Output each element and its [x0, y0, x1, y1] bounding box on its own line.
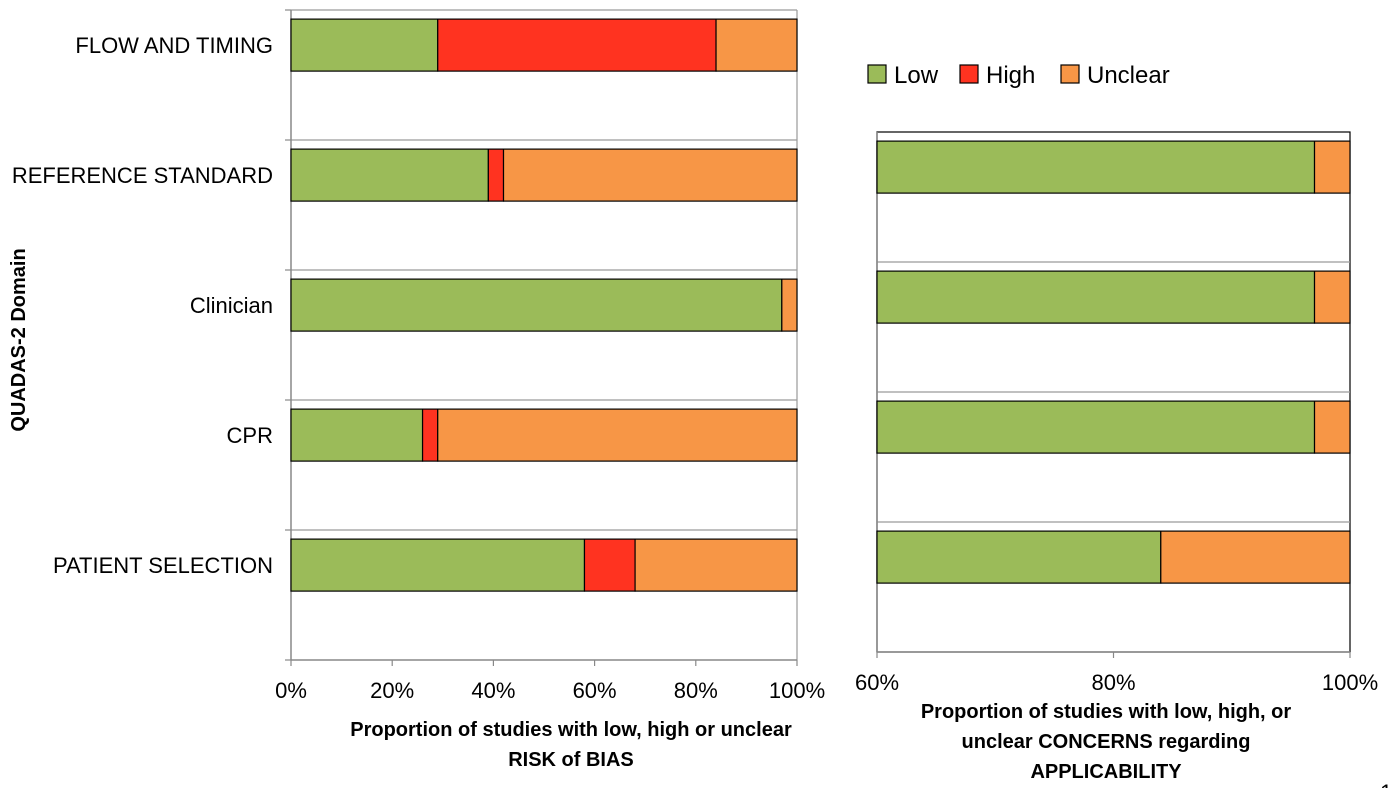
legend: Low High Unclear [867, 62, 1170, 89]
x-tick-label: 20% [370, 678, 414, 703]
x-tick-label: 100% [769, 678, 825, 703]
x-tick-label: 0% [275, 678, 307, 703]
bar-unclear-reference-standard [502, 148, 798, 202]
bar-low-cpr [876, 400, 1316, 454]
bar-low-reference-standard [290, 148, 489, 202]
x-tick-label: 80% [674, 678, 718, 703]
category-label: CPR [227, 423, 273, 448]
x-tick-label: 60% [855, 670, 899, 695]
bar-high-reference-standard [487, 148, 505, 202]
x-tick-label: 80% [1091, 670, 1135, 695]
bar-unclear-reference-standard [1313, 140, 1351, 194]
legend-swatch-low [867, 64, 887, 84]
corner-mark: 1 [1380, 780, 1392, 788]
category-label: PATIENT SELECTION [53, 553, 273, 578]
bar-low-clinician [290, 278, 783, 332]
x-axis-title: unclear CONCERNS regarding [962, 731, 1251, 753]
applicability-chart: 60% 80% 100% Proportion of studies with low… [855, 131, 1378, 783]
x-axis-title: APPLICABILITY [1030, 761, 1182, 783]
bar-unclear-clinician [1313, 270, 1351, 324]
bar-unclear-patient-selection [1160, 530, 1351, 584]
bar-high-flow-and-timing [437, 18, 717, 72]
legend-label-unclear: Unclear [1087, 62, 1170, 89]
bar-low-clinician [876, 270, 1316, 324]
category-label: FLOW AND TIMING [75, 33, 273, 58]
x-tick-label: 40% [471, 678, 515, 703]
category-label: REFERENCE STANDARD [12, 163, 273, 188]
x-tick-label: 100% [1322, 670, 1378, 695]
bar-unclear-cpr [1313, 400, 1351, 454]
bar-low-patient-selection [876, 530, 1162, 584]
risk-of-bias-chart: FLOW AND TIMING REFERENCE STANDARD Clinici… [12, 9, 825, 771]
bar-high-patient-selection [583, 538, 636, 592]
x-axis-title: Proportion of studies with low, high or … [350, 719, 792, 741]
category-label: Clinician [190, 293, 273, 318]
legend-swatch-unclear [1060, 64, 1080, 84]
bar-unclear-cpr [437, 408, 798, 462]
legend-swatch-high [959, 64, 979, 84]
bar-low-flow-and-timing [290, 18, 439, 72]
y-axis-title: QUADAS-2 Domain [8, 248, 30, 431]
bar-unclear-patient-selection [634, 538, 798, 592]
bar-low-patient-selection [290, 538, 586, 592]
x-axis-title: RISK of BIAS [508, 749, 634, 771]
legend-label-high: High [986, 62, 1035, 89]
x-tick-label: 60% [573, 678, 617, 703]
bar-unclear-clinician [781, 278, 798, 332]
bar-low-cpr [290, 408, 424, 462]
x-axis-title: Proportion of studies with low, high, or [921, 701, 1292, 723]
bar-high-cpr [421, 408, 439, 462]
bar-unclear-flow-and-timing [715, 18, 798, 72]
bar-low-reference-standard [876, 140, 1316, 194]
legend-label-low: Low [894, 62, 939, 89]
